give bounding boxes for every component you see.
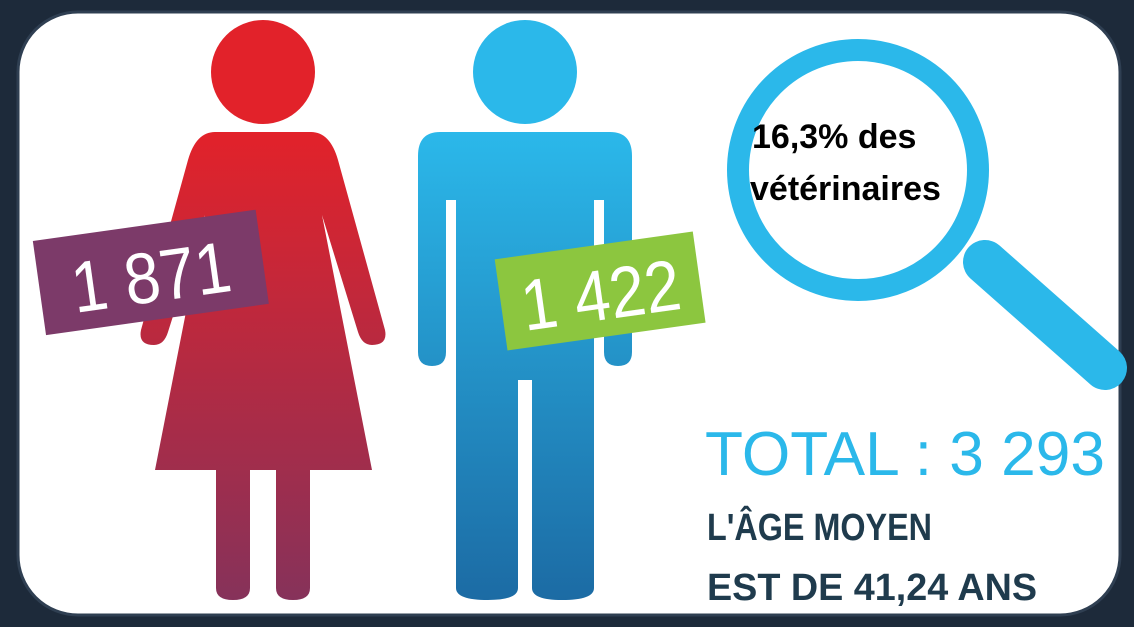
age-line: L'ÂGE MOYEN	[707, 505, 932, 549]
woman-head	[211, 20, 315, 124]
magnifier-ring	[727, 39, 989, 301]
age-line: EST DE 41,24 ANS	[707, 567, 1037, 609]
women-tag: 1 871	[32, 209, 269, 336]
women-tag-bg	[32, 209, 269, 336]
magnifier: 16,3% des vétérinaires	[727, 39, 1127, 390]
men-tag-bg	[494, 231, 706, 351]
magnifier-text: vétérinaires	[750, 170, 941, 208]
magnifier-handle	[963, 240, 1127, 390]
magnifier-text: 16,3% des	[752, 118, 916, 156]
man-head	[473, 20, 577, 124]
total: TOTAL : 3 293	[705, 420, 1105, 489]
